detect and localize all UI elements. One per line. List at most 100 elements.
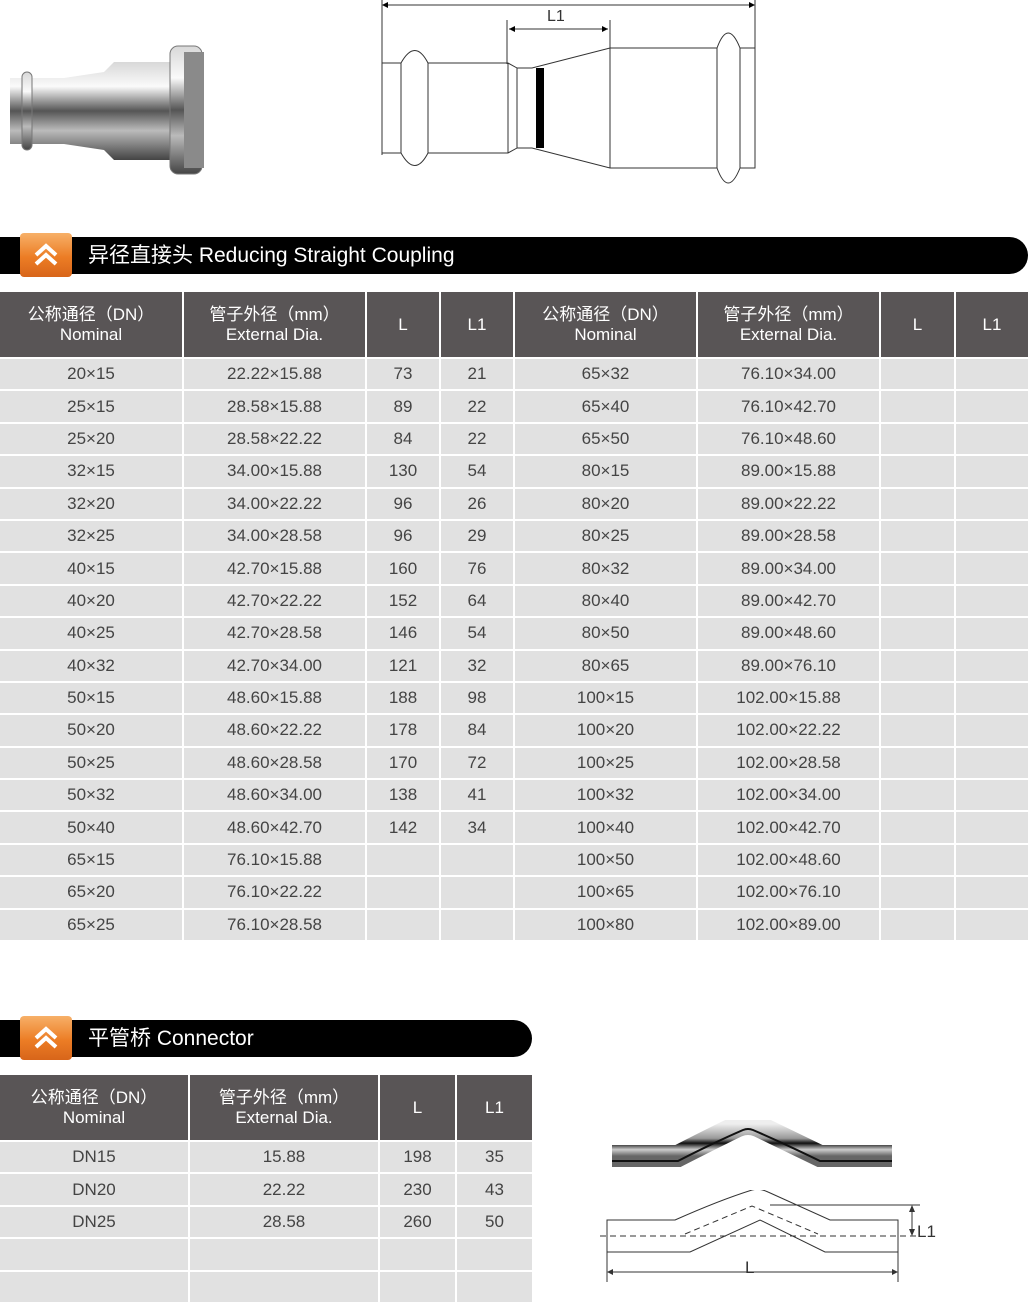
table-cell: 100×40 (515, 812, 696, 843)
column-header-cn: 管子外径（mm） (209, 304, 340, 324)
table-cell: 80×20 (515, 488, 696, 519)
table-cell: 54 (441, 618, 513, 649)
table-cell: 170 (367, 747, 439, 779)
table-cell: 89.00×34.00 (698, 553, 879, 584)
table-cell: 76.10×42.70 (698, 391, 879, 422)
table-cell: 26 (441, 488, 513, 519)
table-cell (956, 715, 1028, 746)
table-cell: 80×40 (515, 585, 696, 617)
table-cell: DN20 (0, 1174, 188, 1205)
table-row (0, 1239, 532, 1270)
table-cell: 121 (367, 650, 439, 681)
table-cell: 65×32 (515, 359, 696, 390)
table-cell: 102.00×89.00 (698, 909, 879, 941)
table-cell (881, 553, 954, 584)
table-cell (956, 618, 1028, 649)
table-cell: 100×80 (515, 909, 696, 941)
table-cell (881, 391, 954, 422)
table-cell: 48.60×34.00 (184, 780, 365, 811)
table-cell (881, 682, 954, 714)
column-header-cn: 管子外径（mm） (723, 304, 854, 324)
section-title: 平管桥 Connector (88, 1027, 254, 1050)
table-cell: 50 (457, 1206, 532, 1238)
table-cell: 35 (457, 1142, 532, 1173)
table-cell (0, 1239, 188, 1270)
table-cell: 102.00×34.00 (698, 780, 879, 811)
table-cell: 72 (441, 747, 513, 779)
table-row: 50×20 48.60×22.22 178 84 100×20 102.00×22.22 (0, 715, 1028, 746)
table-cell: 98 (441, 682, 513, 714)
table-cell (956, 423, 1028, 455)
section-title: 异径直接头 Reducing Straight Coupling (88, 244, 455, 267)
table-cell: 28.58×22.22 (184, 423, 365, 455)
table-cell (956, 780, 1028, 811)
column-header: L1 (457, 1075, 532, 1140)
table-row: DN15 15.88 198 35 (0, 1142, 532, 1173)
section-header-bar (0, 237, 1028, 274)
table-cell (956, 456, 1028, 487)
table-cell (956, 359, 1028, 390)
table-cell (956, 682, 1028, 714)
table-cell: 41 (441, 780, 513, 811)
table-cell: 89.00×76.10 (698, 650, 879, 681)
table-cell: 50×20 (0, 715, 182, 746)
column-header-cn: L (912, 314, 923, 334)
table-cell: 152 (367, 585, 439, 617)
table-cell: 76 (441, 553, 513, 584)
table-cell: 76.10×48.60 (698, 423, 879, 455)
dim-label-l1: L1 (547, 8, 565, 25)
table-cell (881, 844, 954, 876)
table-cell (956, 909, 1028, 941)
table-cell: 142 (367, 812, 439, 843)
table-cell: 76.10×15.88 (184, 844, 365, 876)
table-row (0, 1271, 532, 1302)
table-row: 50×40 48.60×42.70 142 34 100×40 102.00×42.70 (0, 812, 1028, 843)
table-cell (956, 650, 1028, 681)
column-header: L (367, 292, 439, 357)
connector-drawing (600, 1190, 920, 1282)
table-cell (881, 747, 954, 779)
table-row: 25×20 28.58×22.22 84 22 65×50 76.10×48.60 (0, 423, 1028, 455)
column-header-en: External Dia. (739, 324, 838, 344)
reducing-coupling-photo (10, 45, 204, 175)
table-cell: 100×65 (515, 877, 696, 908)
table-cell (881, 812, 954, 843)
table-row: 40×20 42.70×22.22 152 64 80×40 89.00×42.70 (0, 585, 1028, 617)
table-cell (441, 909, 513, 941)
table-cell: 48.60×28.58 (184, 747, 365, 779)
column-header-en: Nominal (59, 324, 123, 344)
table-cell (190, 1239, 378, 1270)
table-cell (881, 423, 954, 455)
table-row: 20×15 22.22×15.88 73 21 65×32 76.10×34.00 (0, 359, 1028, 390)
table-cell: 65×25 (0, 909, 182, 941)
column-header-cn: L1 (467, 314, 487, 334)
column-header: 公称通径（DN） Nominal (0, 292, 182, 357)
table-cell (881, 650, 954, 681)
table-cell: 64 (441, 585, 513, 617)
table-cell: 25×20 (0, 423, 182, 455)
table-cell: 22.22×15.88 (184, 359, 365, 390)
table-cell: 73 (367, 359, 439, 390)
table-cell: 89.00×42.70 (698, 585, 879, 617)
table-cell: 84 (441, 715, 513, 746)
table-cell: 22 (441, 391, 513, 422)
table-cell: 160 (367, 553, 439, 584)
table-cell: 15.88 (190, 1142, 378, 1173)
table-cell: 89.00×15.88 (698, 456, 879, 487)
table-cell: 34.00×28.58 (184, 520, 365, 552)
column-header-cn: 公称通径（DN） (542, 304, 669, 324)
table-cell (956, 877, 1028, 908)
table-cell: 29 (441, 520, 513, 552)
column-header-cn: L (398, 314, 408, 334)
section-badge (20, 1016, 72, 1060)
table-cell: 22.22 (190, 1174, 378, 1205)
table-cell: 40×20 (0, 585, 182, 617)
table-cell: 50×40 (0, 812, 182, 843)
column-header: 管子外径（mm） External Dia. (190, 1075, 378, 1140)
table-cell (190, 1271, 378, 1302)
table-cell (457, 1239, 532, 1270)
table-row: 50×25 48.60×28.58 170 72 100×25 102.00×28.58 (0, 747, 1028, 779)
table-cell: 48.60×42.70 (184, 812, 365, 843)
table-cell: 65×20 (0, 877, 182, 908)
table-cell: 32 (441, 650, 513, 681)
